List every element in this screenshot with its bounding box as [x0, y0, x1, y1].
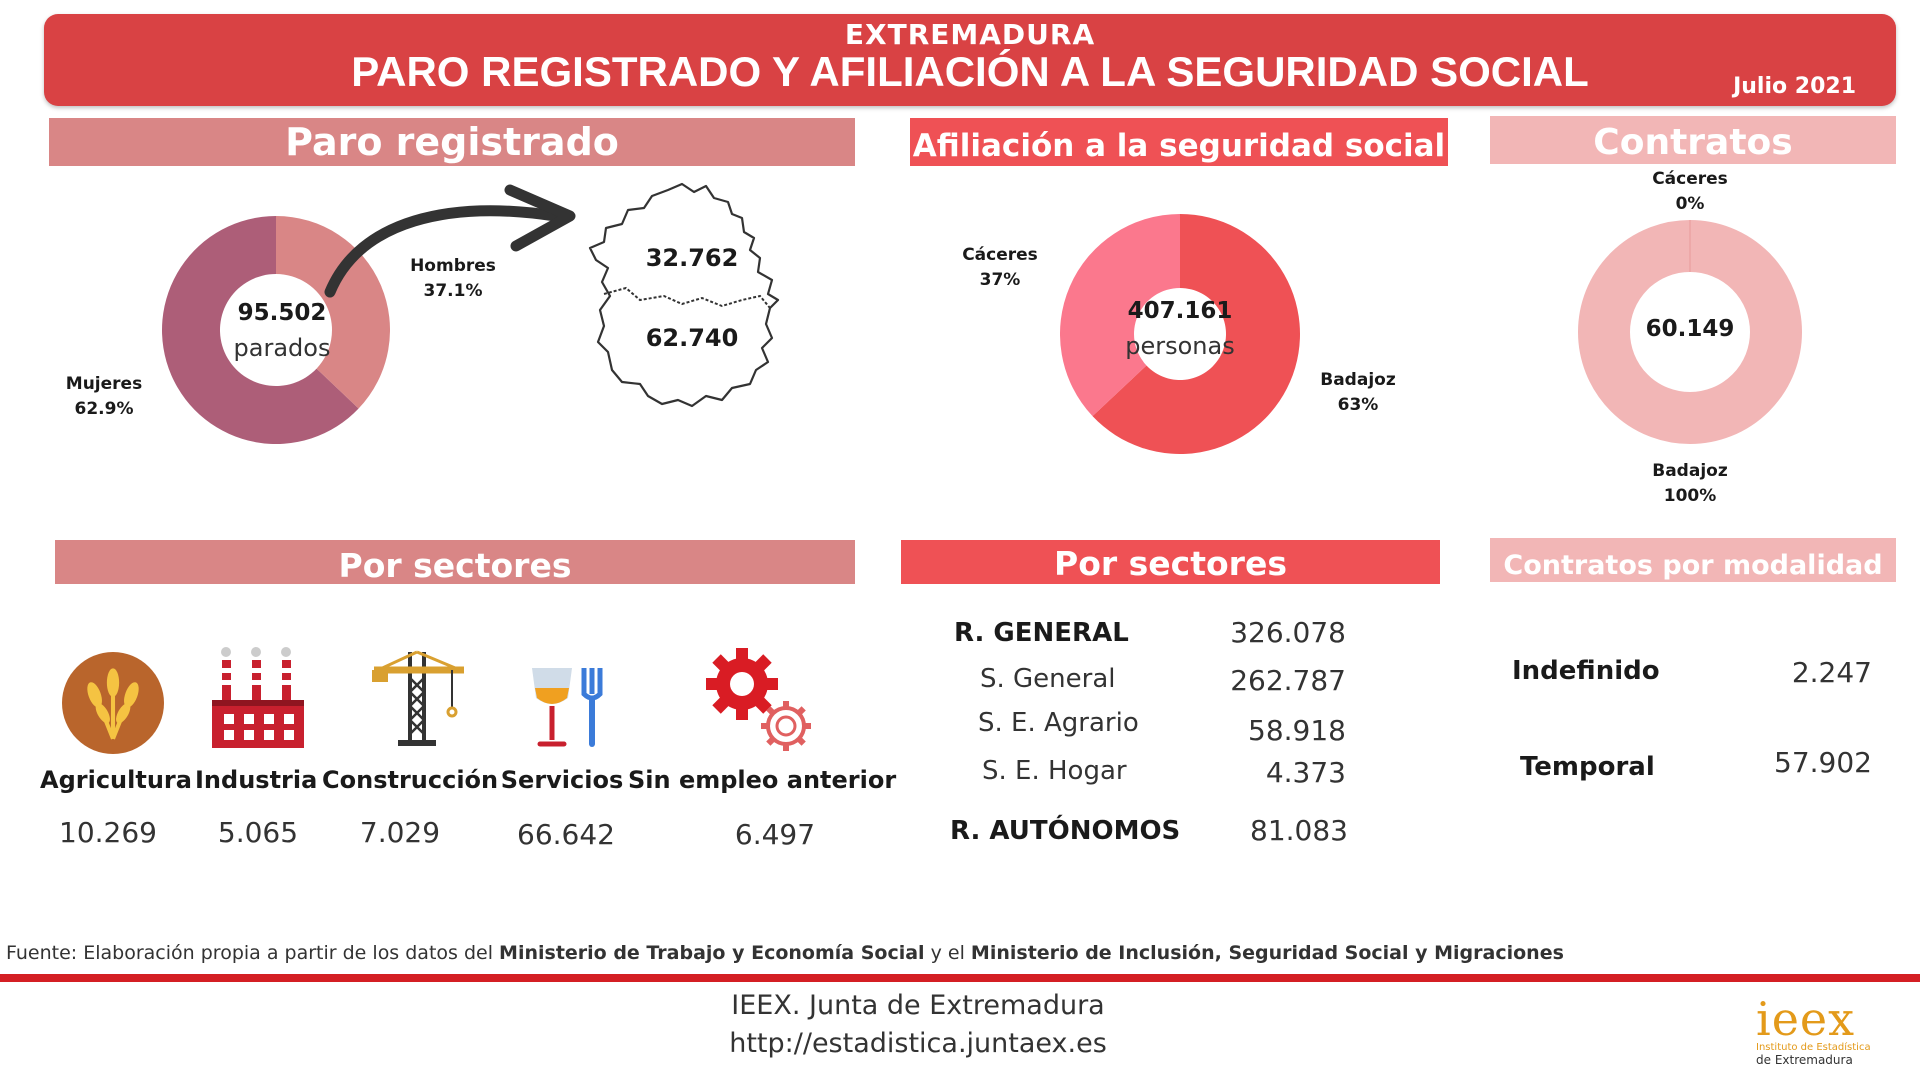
sector-value-construccion: 7.029: [359, 816, 441, 849]
modalidad-label: Temporal: [1520, 752, 1655, 782]
donut-slice-cceres: [1060, 214, 1180, 417]
sector-name-agricultura: Agricultura: [40, 766, 192, 794]
afil-row-value: 262.787: [1230, 664, 1346, 697]
afil-row-value: 326.078: [1230, 616, 1346, 649]
map-south-value: 62.740: [645, 324, 739, 352]
afil-row-value: 81.083: [1250, 814, 1348, 847]
afiliacion-donut-chart: [1060, 214, 1300, 454]
modalidad-value: 57.902: [1774, 746, 1872, 779]
sector-value-servicios: 66.642: [517, 818, 615, 851]
ieex-logo: ieex Instituto de Estadística de Extrema…: [1756, 996, 1896, 1072]
contratos-donut-chart: [1578, 220, 1802, 444]
afil-row-label: S. E. Hogar: [982, 756, 1127, 786]
sector-value-agricultura: 10.269: [59, 816, 157, 849]
modalidad-label: Indefinido: [1512, 656, 1660, 686]
paro-donut-chart: [162, 216, 390, 444]
source-org2: Ministerio de Inclusión, Seguridad Socia…: [970, 942, 1564, 964]
sector-value-industria: 5.065: [217, 816, 299, 849]
period-label: Julio 2021: [1733, 74, 1856, 99]
afil-badajoz-label: Badajoz: [1320, 370, 1396, 390]
contratos-total-value: 60.149: [1645, 316, 1735, 342]
afiliacion-total-unit: personas: [1125, 332, 1235, 360]
wheat-icon: [62, 652, 164, 754]
glass-fork-icon: [532, 668, 603, 747]
map-north-value: 32.762: [645, 244, 739, 272]
footer-url[interactable]: http://estadistica.juntaex.es: [729, 1028, 1107, 1059]
source-mid: y el: [924, 942, 971, 964]
gears-icon: [706, 648, 811, 751]
sector-name-servicios: Servicios: [500, 766, 624, 794]
logo-sub2: de Extremadura: [1756, 1053, 1853, 1067]
crane-icon: [372, 650, 464, 746]
header-banner: EXTREMADURA PARO REGISTRADO Y AFILIACIÓN…: [44, 14, 1896, 106]
afil-row-label: S. General: [980, 664, 1116, 694]
donut-slice-mujeres: [162, 216, 359, 444]
contr-caceres-label: Cáceres: [1652, 169, 1728, 189]
modalidad-value: 2.247: [1791, 656, 1872, 689]
afil-row-label: R. AUTÓNOMOS: [950, 816, 1181, 846]
contratos-band: Contratos: [1490, 116, 1896, 164]
contratos-modalidad-band: Contratos por modalidad: [1490, 538, 1896, 582]
extremadura-map-icon: [588, 182, 780, 408]
footer-org: IEEX. Junta de Extremadura: [731, 990, 1105, 1021]
hombres-label: Hombres: [410, 256, 496, 276]
contr-caceres-pct: 0%: [1675, 194, 1705, 214]
hombres-pct: 37.1%: [423, 281, 483, 301]
factory-icon: [212, 647, 304, 748]
mujeres-label: Mujeres: [65, 374, 143, 394]
afil-row-value: 4.373: [1265, 756, 1346, 789]
logo-word: ieex: [1756, 992, 1856, 1046]
afil-row-label: R. GENERAL: [954, 618, 1129, 648]
afiliacion-band: Afiliación a la seguridad social: [910, 118, 1448, 166]
afil-caceres-pct: 37%: [979, 270, 1021, 290]
donut-slice-badajoz: [1092, 214, 1300, 454]
sector-name-construccion: Construcción: [322, 766, 499, 794]
contr-badajoz-label: Badajoz: [1652, 461, 1728, 481]
footer-divider: [0, 974, 1920, 982]
afil-caceres-label: Cáceres: [962, 245, 1038, 265]
sector-value-sin-empleo: 6.497: [734, 818, 816, 851]
source-org1: Ministerio de Trabajo y Economía Social: [499, 942, 925, 964]
paro-total-unit: parados: [233, 334, 331, 362]
afiliacion-total-value: 407.161: [1127, 298, 1233, 324]
source-prefix: Fuente: Elaboración propia a partir de l…: [6, 942, 500, 964]
afil-row-value: 58.918: [1248, 714, 1346, 747]
paro-sectores-band: Por sectores: [55, 540, 855, 585]
sector-name-industria: Industria: [195, 766, 318, 794]
arrow-icon: [324, 184, 576, 298]
paro-band: Paro registrado: [49, 118, 855, 166]
page-title: PARO REGISTRADO Y AFILIACIÓN A LA SEGURI…: [351, 48, 1589, 95]
donut-slice-hombres: [276, 216, 390, 409]
sector-name-sin-empleo: Sin empleo anterior: [628, 766, 897, 794]
contr-badajoz-pct: 100%: [1663, 486, 1717, 506]
region-title: EXTREMADURA: [844, 18, 1096, 51]
paro-total-value: 95.502: [237, 300, 327, 326]
source-note: Fuente: Elaboración propia a partir de l…: [6, 942, 1564, 964]
afil-row-label: S. E. Agrario: [978, 708, 1139, 738]
afil-badajoz-pct: 63%: [1337, 395, 1379, 415]
afil-sectores-band: Por sectores: [901, 540, 1440, 584]
mujeres-pct: 62.9%: [74, 399, 134, 419]
logo-sub1: Instituto de Estadística: [1756, 1042, 1871, 1053]
